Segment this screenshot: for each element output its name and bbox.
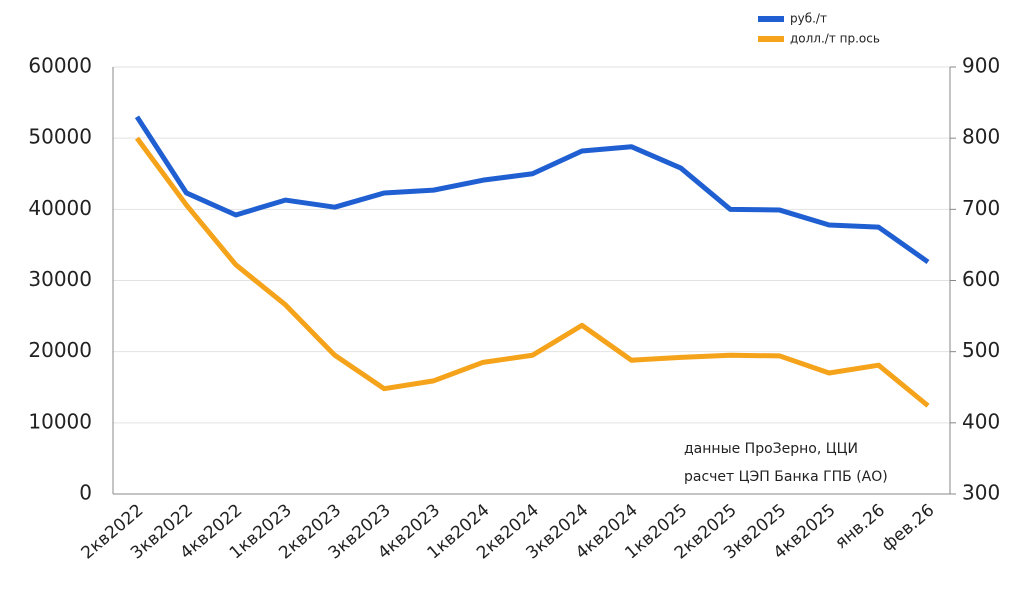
- y2-tick-label: 500: [962, 338, 1000, 362]
- legend-swatch: [758, 16, 784, 22]
- y-tick-label: 40000: [28, 196, 92, 220]
- y-tick-label: 50000: [28, 125, 92, 149]
- y2-tick-label: 700: [962, 196, 1000, 220]
- series-line: [134, 115, 930, 265]
- series-line: [134, 136, 930, 408]
- y2-tick-label: 900: [962, 54, 1000, 78]
- y2-tick-label: 600: [962, 267, 1000, 291]
- y-tick-label: 20000: [28, 338, 92, 362]
- y2-tick-label: 400: [962, 409, 1000, 433]
- x-tick-label: фев.26: [878, 500, 938, 555]
- y-tick-label: 0: [79, 481, 92, 505]
- source-note: данные ПроЗерно, ЦЦИ: [684, 441, 858, 457]
- legend-swatch: [758, 36, 784, 42]
- source-note: расчет ЦЭП Банка ГПБ (АО): [684, 469, 888, 485]
- y-tick-label: 60000: [28, 54, 92, 78]
- x-tick-label: янв.26: [831, 500, 889, 553]
- y2-tick-label: 300: [962, 481, 1000, 505]
- legend-label: долл./т пр.ось: [790, 32, 880, 46]
- legend-label: руб./т: [790, 12, 827, 26]
- y-tick-label: 10000: [28, 409, 92, 433]
- y2-tick-label: 800: [962, 125, 1000, 149]
- y-tick-label: 30000: [28, 267, 92, 291]
